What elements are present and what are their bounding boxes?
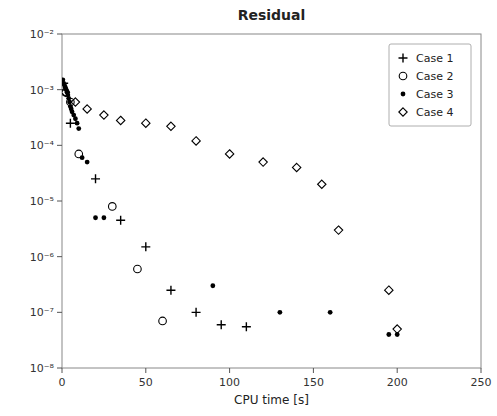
point [192,308,201,317]
y-tick-label: 10⁻⁷ [30,306,54,319]
x-tick [145,368,146,373]
y-tick-label: 10⁻⁴ [30,139,55,152]
x-axis-label: CPU time [s] [234,393,309,407]
point [217,320,226,329]
x-tick-label: 100 [219,376,240,389]
x-tick-label: 0 [59,376,66,389]
point [259,158,267,166]
y-tick [57,368,62,369]
point [91,174,100,183]
y-tick-label: 10⁻⁶ [30,251,55,264]
y-tick [57,312,62,313]
point [85,160,90,165]
title: Residual [238,7,306,23]
point [76,126,81,131]
point [167,122,175,130]
y-tick-label: 10⁻⁸ [30,362,55,375]
y-tick [57,34,62,35]
point [93,215,98,220]
y-tick-label: 10⁻³ [30,84,54,97]
legend-box [389,44,471,126]
x-tick-label: 250 [471,376,492,389]
point [83,105,91,113]
x-tick [313,368,314,373]
point [166,286,175,295]
point [386,332,391,337]
point [116,216,125,225]
legend-marker [399,108,407,116]
y-tick-label: 10⁻² [30,28,54,41]
x-tick [481,368,482,373]
point [75,121,80,126]
y-tick [57,145,62,146]
series [62,88,401,333]
legend-marker [399,72,407,80]
point [192,137,200,145]
point [134,265,142,273]
legend-marker [401,92,406,97]
y-tick [57,201,62,202]
x-tick-label: 50 [139,376,153,389]
y-tick-label: 10⁻⁵ [30,195,54,208]
x-tick [229,368,230,373]
y-tick [57,89,62,90]
point [292,163,300,171]
point [210,283,215,288]
chart: 0 50 100 150 200 250 10⁻⁸ 10⁻⁷ 10⁻⁶ 10⁻⁵ 10⁻⁴ 10⁻³ 1… [0,0,497,416]
series [62,88,166,324]
point [102,215,107,220]
point [71,98,79,106]
data-group [62,77,401,336]
point [225,150,233,158]
legend-label: Case 2 [416,70,453,83]
point [116,116,124,124]
legend-marker [399,54,408,63]
point [141,242,150,251]
x-tick-label: 150 [303,376,324,389]
point [142,119,150,127]
x-tick [62,368,63,373]
point [80,155,85,160]
legend-label: Case 1 [416,52,453,65]
point [385,286,393,294]
point [277,310,282,315]
point [159,317,167,325]
series [62,77,400,336]
legend: Case 1 Case 2 Case 3 Case 4 [389,44,471,126]
point [393,325,401,333]
y-tick [57,256,62,257]
point [100,111,108,119]
point [318,180,326,188]
point [334,226,342,234]
point [108,203,116,211]
point [62,88,70,96]
plot-frame [62,34,481,368]
legend-label: Case 4 [416,106,453,119]
point [73,116,78,121]
point [242,322,251,331]
x-tick-label: 200 [387,376,408,389]
point [328,310,333,315]
series [62,79,251,331]
x-tick [397,368,398,373]
legend-label: Case 3 [416,88,453,101]
